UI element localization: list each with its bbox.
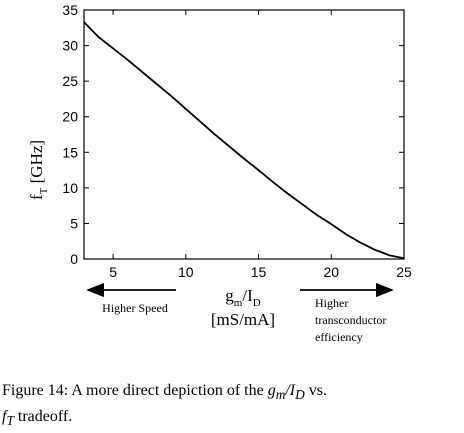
caption-middle: vs.	[304, 382, 328, 399]
x-tick-label: 10	[178, 264, 194, 280]
y-tick-label: 25	[62, 73, 78, 89]
x-tick-label: 25	[396, 264, 412, 280]
x-tick-label: 15	[251, 264, 267, 280]
y-tick-label: 0	[70, 251, 78, 267]
x-axis-label-line2: [mS/mA]	[211, 310, 275, 329]
right-arrow-label-line2: transconductor	[315, 313, 386, 327]
left-arrow-label: Higher Speed	[102, 301, 168, 315]
x-axis-ticks: 5 10 15 20 25	[109, 10, 412, 280]
y-axis-ticks: 0 5 10 15 20 25 30 35	[62, 2, 404, 267]
x-axis-label-line1: gm/ID	[225, 286, 260, 309]
right-arrow-label-line3: efficiency	[315, 330, 363, 344]
y-axis-label: fT [GHz]	[27, 140, 50, 200]
caption-math-ft: fT	[2, 408, 14, 429]
y-tick-label: 20	[62, 109, 78, 125]
right-arrow-label-line1: Higher	[315, 296, 348, 310]
y-tick-label: 10	[62, 180, 78, 196]
series-line	[83, 21, 405, 260]
y-tick-label: 30	[62, 38, 78, 54]
figure-caption: Figure 14: A more direct depiction of th…	[2, 380, 462, 432]
plot-area: 5 10 15 20 25 0 5 10 15 20 25 30 35	[62, 2, 412, 280]
x-tick-label: 20	[323, 264, 339, 280]
y-tick-label: 35	[62, 2, 78, 18]
caption-suffix: tradeoff.	[13, 408, 73, 426]
caption-prefix: Figure 14: A more direct depiction of th…	[2, 382, 268, 399]
plot-frame	[83, 9, 405, 260]
x-tick-label: 5	[109, 264, 117, 280]
y-tick-label: 15	[62, 144, 78, 160]
y-tick-label: 5	[70, 215, 78, 231]
caption-math-gm-id: gm/ID	[267, 382, 305, 403]
